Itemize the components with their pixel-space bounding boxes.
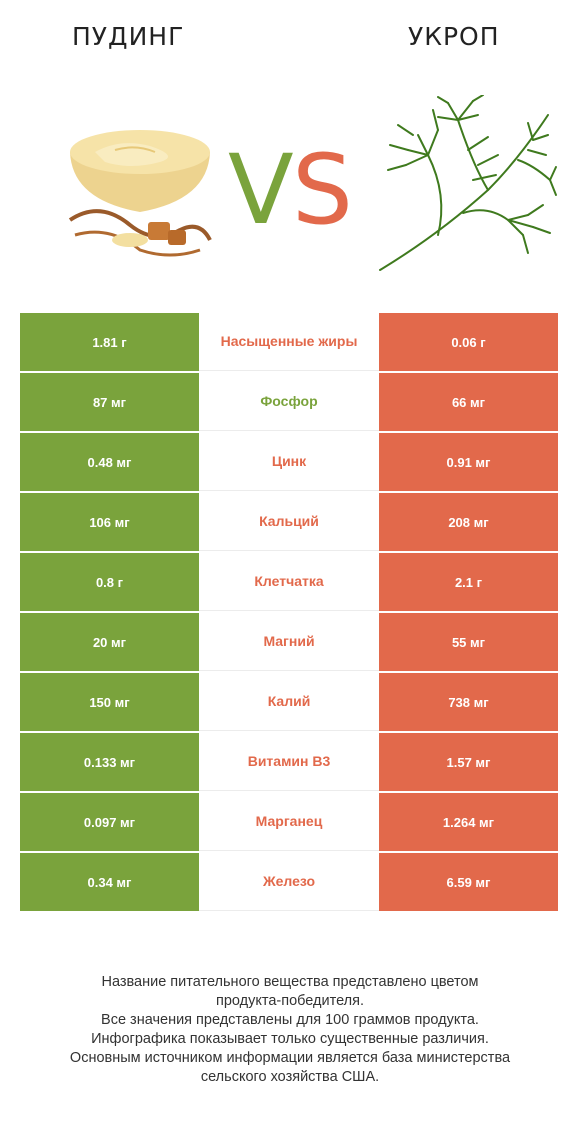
right-food-title: УКРОП: [408, 22, 500, 51]
table-row: 1.81 г Насыщенные жиры 0.06 г: [20, 313, 558, 371]
nutrient-name-cell: Марганец: [199, 793, 379, 851]
footer-line: сельского хозяйства США.: [200, 1069, 380, 1085]
right-value-cell: 6.59 мг: [379, 853, 558, 911]
nutrient-comparison-table: 1.81 г Насыщенные жиры 0.06 г 87 мг Фосфор 66…: [20, 313, 558, 913]
nutrient-name-cell: Клетчатка: [199, 553, 379, 611]
left-value-cell: 87 мг: [20, 373, 199, 431]
table-row: 0.8 г Клетчатка 2.1 г: [20, 553, 558, 611]
left-value-cell: 0.34 мг: [20, 853, 199, 911]
left-value-cell: 20 мг: [20, 613, 199, 671]
right-value-cell: 2.1 г: [379, 553, 558, 611]
nutrient-name-cell: Калий: [199, 673, 379, 731]
vs-s-letter: S: [292, 135, 353, 235]
nutrient-name-cell: Фосфор: [199, 373, 379, 431]
left-value-cell: 0.8 г: [20, 553, 199, 611]
nutrient-name-cell: Витамин B3: [199, 733, 379, 791]
left-value-cell: 150 мг: [20, 673, 199, 731]
nutrient-name-cell: Цинк: [199, 433, 379, 491]
footer-line: Основным источником информации является …: [69, 1050, 511, 1066]
right-value-cell: 208 мг: [379, 493, 558, 551]
right-value-cell: 0.06 г: [379, 313, 558, 371]
table-row: 20 мг Магний 55 мг: [20, 613, 558, 671]
nutrient-name-cell: Магний: [199, 613, 379, 671]
pudding-image: [68, 130, 212, 257]
table-row: 87 мг Фосфор 66 мг: [20, 373, 558, 431]
left-value-cell: 0.48 мг: [20, 433, 199, 491]
table-row: 0.097 мг Марганец 1.264 мг: [20, 793, 558, 851]
left-food-title: ПУДИНГ: [72, 22, 185, 51]
table-row: 0.133 мг Витамин B3 1.57 мг: [20, 733, 558, 791]
left-value-cell: 106 мг: [20, 493, 199, 551]
footer-line: Инфографика показывает только существенн…: [91, 1031, 489, 1047]
vs-logo: V S: [228, 135, 353, 235]
dill-image: [379, 95, 557, 271]
nutrient-name-cell: Железо: [199, 853, 379, 911]
right-value-cell: 55 мг: [379, 613, 558, 671]
left-value-cell: 0.097 мг: [20, 793, 199, 851]
footer-note: Название питательного вещества представл…: [20, 973, 560, 1087]
vs-v-letter: V: [228, 135, 294, 235]
table-row: 0.48 мг Цинк 0.91 мг: [20, 433, 558, 491]
right-value-cell: 1.264 мг: [379, 793, 558, 851]
table-row: 106 мг Кальций 208 мг: [20, 493, 558, 551]
footer-line: продукта-победителя.: [215, 993, 365, 1009]
table-row: 0.34 мг Железо 6.59 мг: [20, 853, 558, 911]
right-value-cell: 738 мг: [379, 673, 558, 731]
nutrient-name-cell: Насыщенные жиры: [199, 313, 379, 371]
table-row: 150 мг Калий 738 мг: [20, 673, 558, 731]
footer-line: Название питательного вещества представл…: [101, 974, 479, 990]
right-value-cell: 66 мг: [379, 373, 558, 431]
left-value-cell: 0.133 мг: [20, 733, 199, 791]
footer-line: Все значения представлены для 100 граммо…: [101, 1012, 479, 1028]
left-value-cell: 1.81 г: [20, 313, 199, 371]
right-value-cell: 0.91 мг: [379, 433, 558, 491]
right-value-cell: 1.57 мг: [379, 733, 558, 791]
nutrient-name-cell: Кальций: [199, 493, 379, 551]
